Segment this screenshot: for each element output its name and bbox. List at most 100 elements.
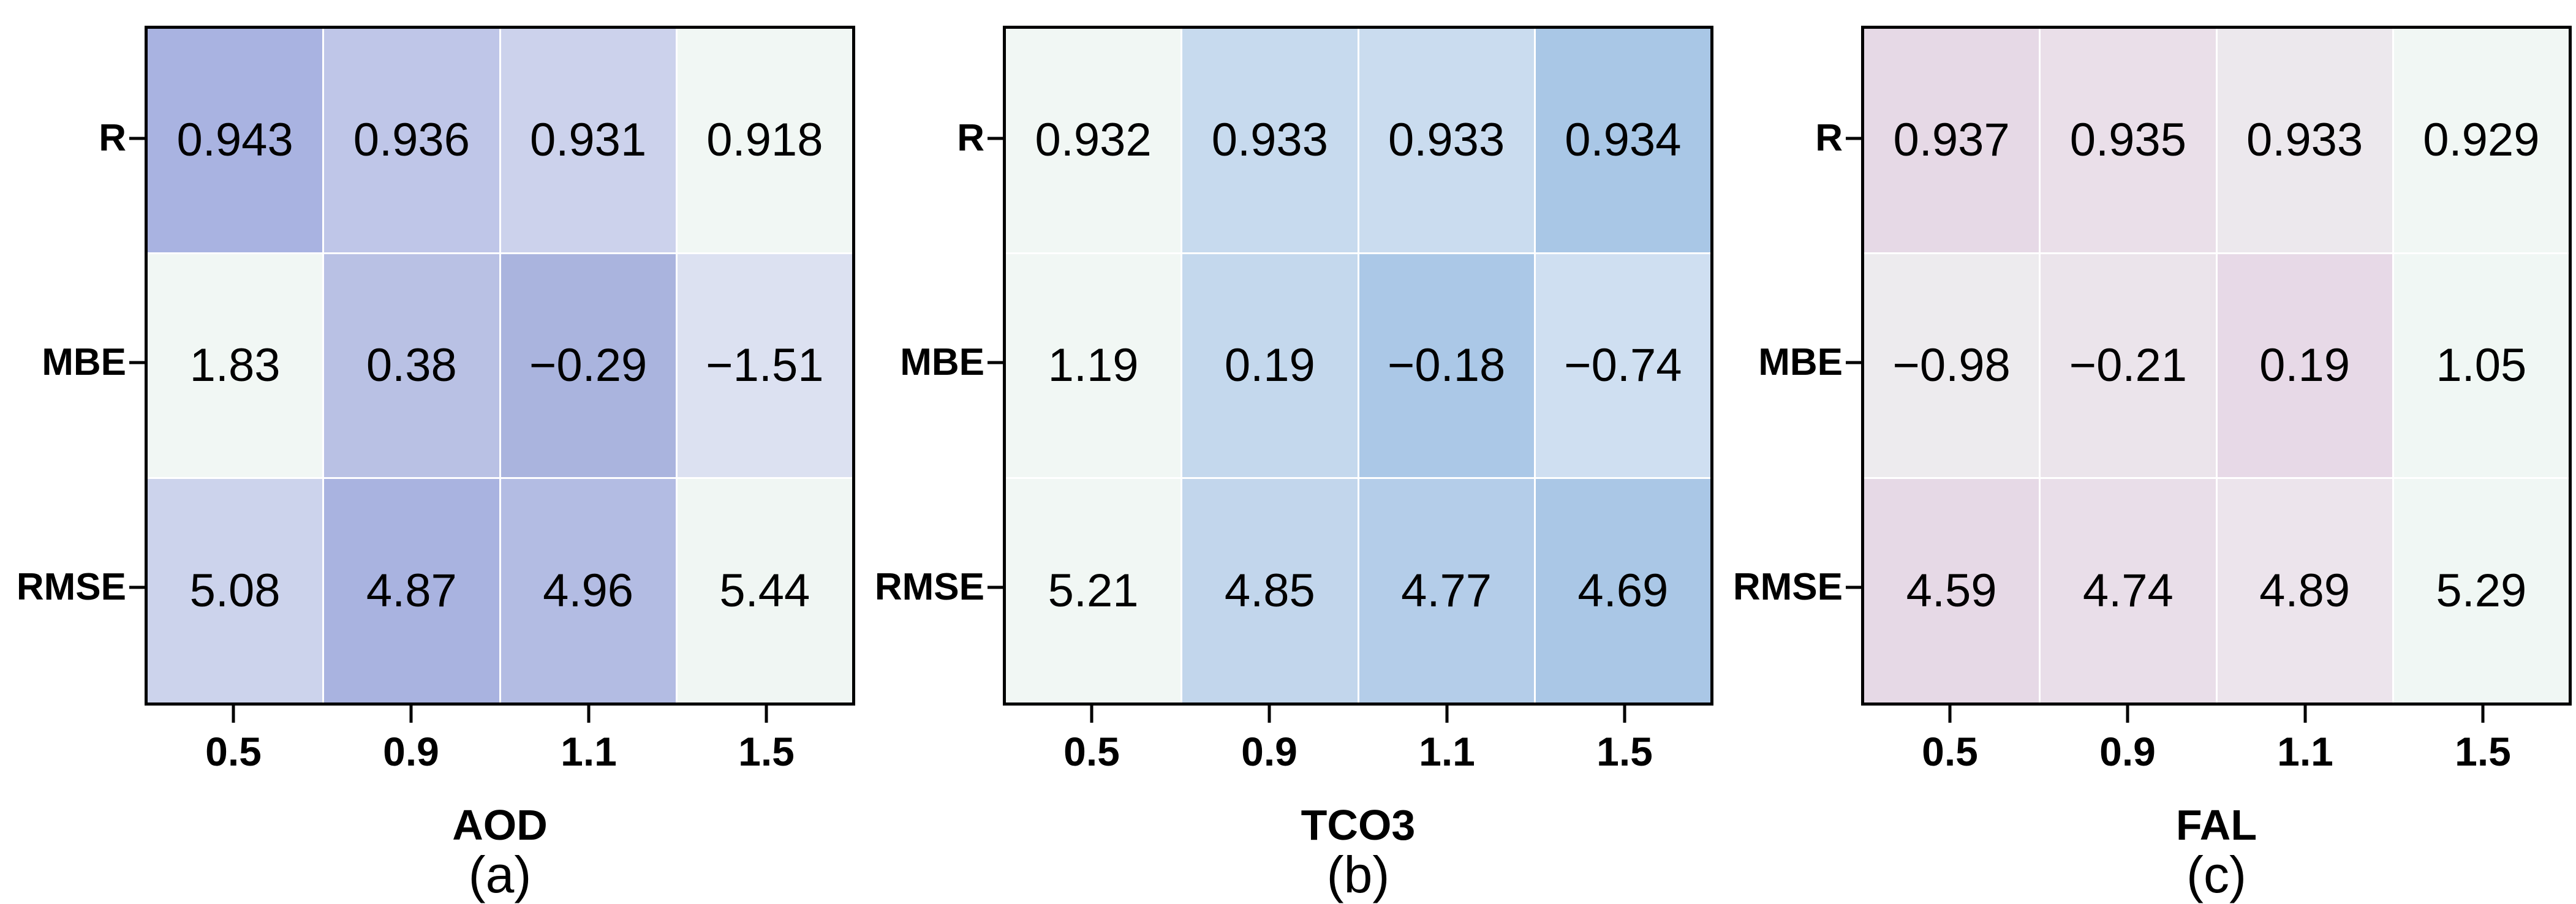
x-tick-label: 0.5 xyxy=(1922,729,1978,774)
x-tick-label: 1.1 xyxy=(2277,729,2333,774)
y-tick-label: RMSE xyxy=(16,566,126,608)
heatmap-cell: 0.929 xyxy=(2393,29,2569,252)
x-tick-label: 0.9 xyxy=(2099,729,2156,774)
heatmap-cell: 4.74 xyxy=(2041,479,2216,702)
heatmap-cell: −0.29 xyxy=(500,254,676,478)
y-tick-mark xyxy=(988,586,1004,589)
x-axis-title: TCO3 xyxy=(1301,801,1416,849)
heatmap-cell: 4.96 xyxy=(500,479,676,702)
y-tick-mark xyxy=(988,137,1004,140)
panel-caption: (a) xyxy=(468,846,532,903)
heatmap-grid-a: 0.943 0.936 0.931 0.918 1.83 0.38 −0.29 … xyxy=(145,26,855,706)
heatmap-panel-c: R MBE RMSE 0.937 0.935 0.933 0.929 −0.98… xyxy=(1717,0,2575,904)
heatmap-cell: 1.05 xyxy=(2393,254,2569,478)
y-tick-label: R xyxy=(99,117,126,159)
heatmap-cell: 0.936 xyxy=(324,29,499,252)
y-axis-c: R MBE RMSE xyxy=(1717,0,1862,904)
y-tick-mark xyxy=(1846,361,1862,364)
y-tick-label: MBE xyxy=(900,341,984,383)
x-tick-mark xyxy=(2481,706,2485,723)
x-tick-mark xyxy=(1267,706,1271,723)
heatmap-cell: 4.87 xyxy=(324,479,499,702)
x-tick-mark xyxy=(232,706,235,723)
heatmap-panel-a: R MBE RMSE 0.943 0.936 0.931 0.918 1.83 … xyxy=(0,0,858,904)
x-tick-mark xyxy=(409,706,413,723)
y-tick-label: R xyxy=(1815,117,1843,159)
heatmap-cell: 0.933 xyxy=(2217,29,2392,252)
heatmap-cell: 4.85 xyxy=(1182,479,1358,702)
x-tick-mark xyxy=(1090,706,1093,723)
x-tick-mark xyxy=(765,706,768,723)
heatmap-cell: 5.29 xyxy=(2393,479,2569,702)
y-tick-mark xyxy=(129,137,146,140)
x-tick-marks xyxy=(145,706,855,724)
y-tick-label: MBE xyxy=(42,341,126,383)
x-tick-marks xyxy=(1861,706,2572,724)
y-tick-label: R xyxy=(957,117,984,159)
x-tick-label: 0.5 xyxy=(205,729,262,774)
x-tick-mark xyxy=(2303,706,2307,723)
heatmap-cell: −0.74 xyxy=(1535,254,1710,478)
heatmap-cell: 0.931 xyxy=(500,29,676,252)
x-tick-marks xyxy=(1003,706,1713,724)
x-tick-mark xyxy=(1445,706,1449,723)
y-tick-mark xyxy=(988,361,1004,364)
heatmap-cell: 4.69 xyxy=(1535,479,1710,702)
y-tick-mark xyxy=(1846,586,1862,589)
heatmap-cell: 0.937 xyxy=(1864,29,2039,252)
heatmap-cell: 0.918 xyxy=(677,29,852,252)
heatmap-cell: 1.19 xyxy=(1006,254,1181,478)
x-tick-mark xyxy=(2126,706,2129,723)
heatmap-cell: −0.98 xyxy=(1864,254,2039,478)
y-tick-mark xyxy=(1846,137,1862,140)
panel-caption: (c) xyxy=(2186,846,2246,903)
x-tick-label: 0.9 xyxy=(1241,729,1297,774)
y-axis-b: R MBE RMSE xyxy=(858,0,1004,904)
heatmap-cell: 4.59 xyxy=(1864,479,2039,702)
x-tick-labels: 0.5 0.9 1.1 1.5 xyxy=(1003,731,1713,780)
y-axis-a: R MBE RMSE xyxy=(0,0,146,904)
x-axis-title: FAL xyxy=(2175,801,2257,849)
x-tick-mark xyxy=(1948,706,1952,723)
heatmap-cell: 5.44 xyxy=(677,479,852,702)
heatmap-cell: −0.21 xyxy=(2041,254,2216,478)
x-tick-label: 1.5 xyxy=(1596,729,1653,774)
y-tick-label: RMSE xyxy=(874,566,984,608)
heatmap-cell: −0.18 xyxy=(1359,254,1534,478)
x-tick-mark xyxy=(587,706,591,723)
x-tick-label: 1.5 xyxy=(2455,729,2511,774)
heatmap-cell: 1.83 xyxy=(148,254,323,478)
heatmap-panel-b: R MBE RMSE 0.932 0.933 0.933 0.934 1.19 … xyxy=(858,0,1717,904)
heatmap-grid-c: 0.937 0.935 0.933 0.929 −0.98 −0.21 0.19… xyxy=(1861,26,2572,706)
panel-caption: (b) xyxy=(1326,846,1390,903)
heatmap-cell: 0.19 xyxy=(2217,254,2392,478)
heatmap-cell: 0.943 xyxy=(148,29,323,252)
x-tick-label: 1.1 xyxy=(561,729,617,774)
x-tick-label: 1.1 xyxy=(1419,729,1475,774)
heatmap-cell: −1.51 xyxy=(677,254,852,478)
heatmap-cell: 0.935 xyxy=(2041,29,2216,252)
y-tick-mark xyxy=(129,361,146,364)
heatmap-cell: 0.19 xyxy=(1182,254,1358,478)
y-tick-label: MBE xyxy=(1758,341,1843,383)
x-tick-mark xyxy=(1623,706,1626,723)
heatmap-cell: 5.21 xyxy=(1006,479,1181,702)
heatmap-cell: 0.932 xyxy=(1006,29,1181,252)
heatmap-cell: 0.933 xyxy=(1182,29,1358,252)
y-tick-mark xyxy=(129,586,146,589)
heatmap-cell: 5.08 xyxy=(148,479,323,702)
x-axis-title: AOD xyxy=(452,801,548,849)
x-tick-label: 0.9 xyxy=(383,729,439,774)
heatmap-cell: 0.38 xyxy=(324,254,499,478)
heatmap-cell: 0.933 xyxy=(1359,29,1534,252)
heatmap-cell: 4.77 xyxy=(1359,479,1534,702)
x-tick-label: 0.5 xyxy=(1063,729,1120,774)
heatmap-grid-b: 0.932 0.933 0.933 0.934 1.19 0.19 −0.18 … xyxy=(1003,26,1713,706)
heatmap-cell: 0.934 xyxy=(1535,29,1710,252)
y-tick-label: RMSE xyxy=(1732,566,1843,608)
x-tick-label: 1.5 xyxy=(738,729,795,774)
x-tick-labels: 0.5 0.9 1.1 1.5 xyxy=(1861,731,2572,780)
heatmap-cell: 4.89 xyxy=(2217,479,2392,702)
x-tick-labels: 0.5 0.9 1.1 1.5 xyxy=(145,731,855,780)
